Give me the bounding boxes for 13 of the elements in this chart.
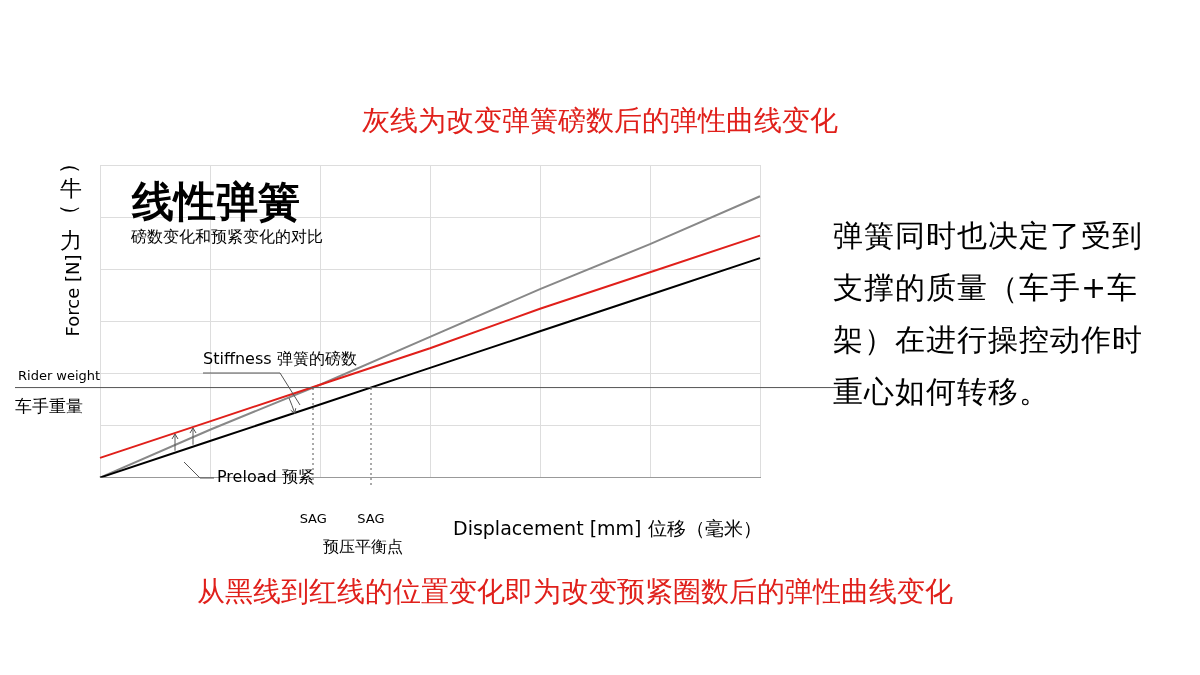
ref-line-label: Rider weight 车手重量 xyxy=(15,368,101,417)
text: 磅数变化和预紧变化的对比 xyxy=(131,227,323,248)
chart-title: 线性弹簧 xyxy=(132,177,300,226)
annotation: Stiffness 弹簧的磅数 xyxy=(203,349,357,370)
text: SAG xyxy=(357,511,385,526)
text: 预压平衡点 xyxy=(323,537,403,558)
x-axis-title: Displacement [mm] 位移（毫米） xyxy=(453,516,762,541)
text: 从黑线到红线的位置变化即为改变预紧圈数后的弹性曲线变化 xyxy=(196,574,954,610)
text: 灰线为改变弹簧磅数后的弹性曲线变化 xyxy=(361,103,839,139)
text: 弹簧同时也决定了受到支撑的质量（车手+车架）在进行操控动作时重心如何转移。 xyxy=(833,217,1144,411)
annotation: Preload 预紧 xyxy=(217,467,314,488)
text: SAG xyxy=(299,511,327,526)
y-axis-title: （牛）力 Force [N] xyxy=(58,151,84,339)
